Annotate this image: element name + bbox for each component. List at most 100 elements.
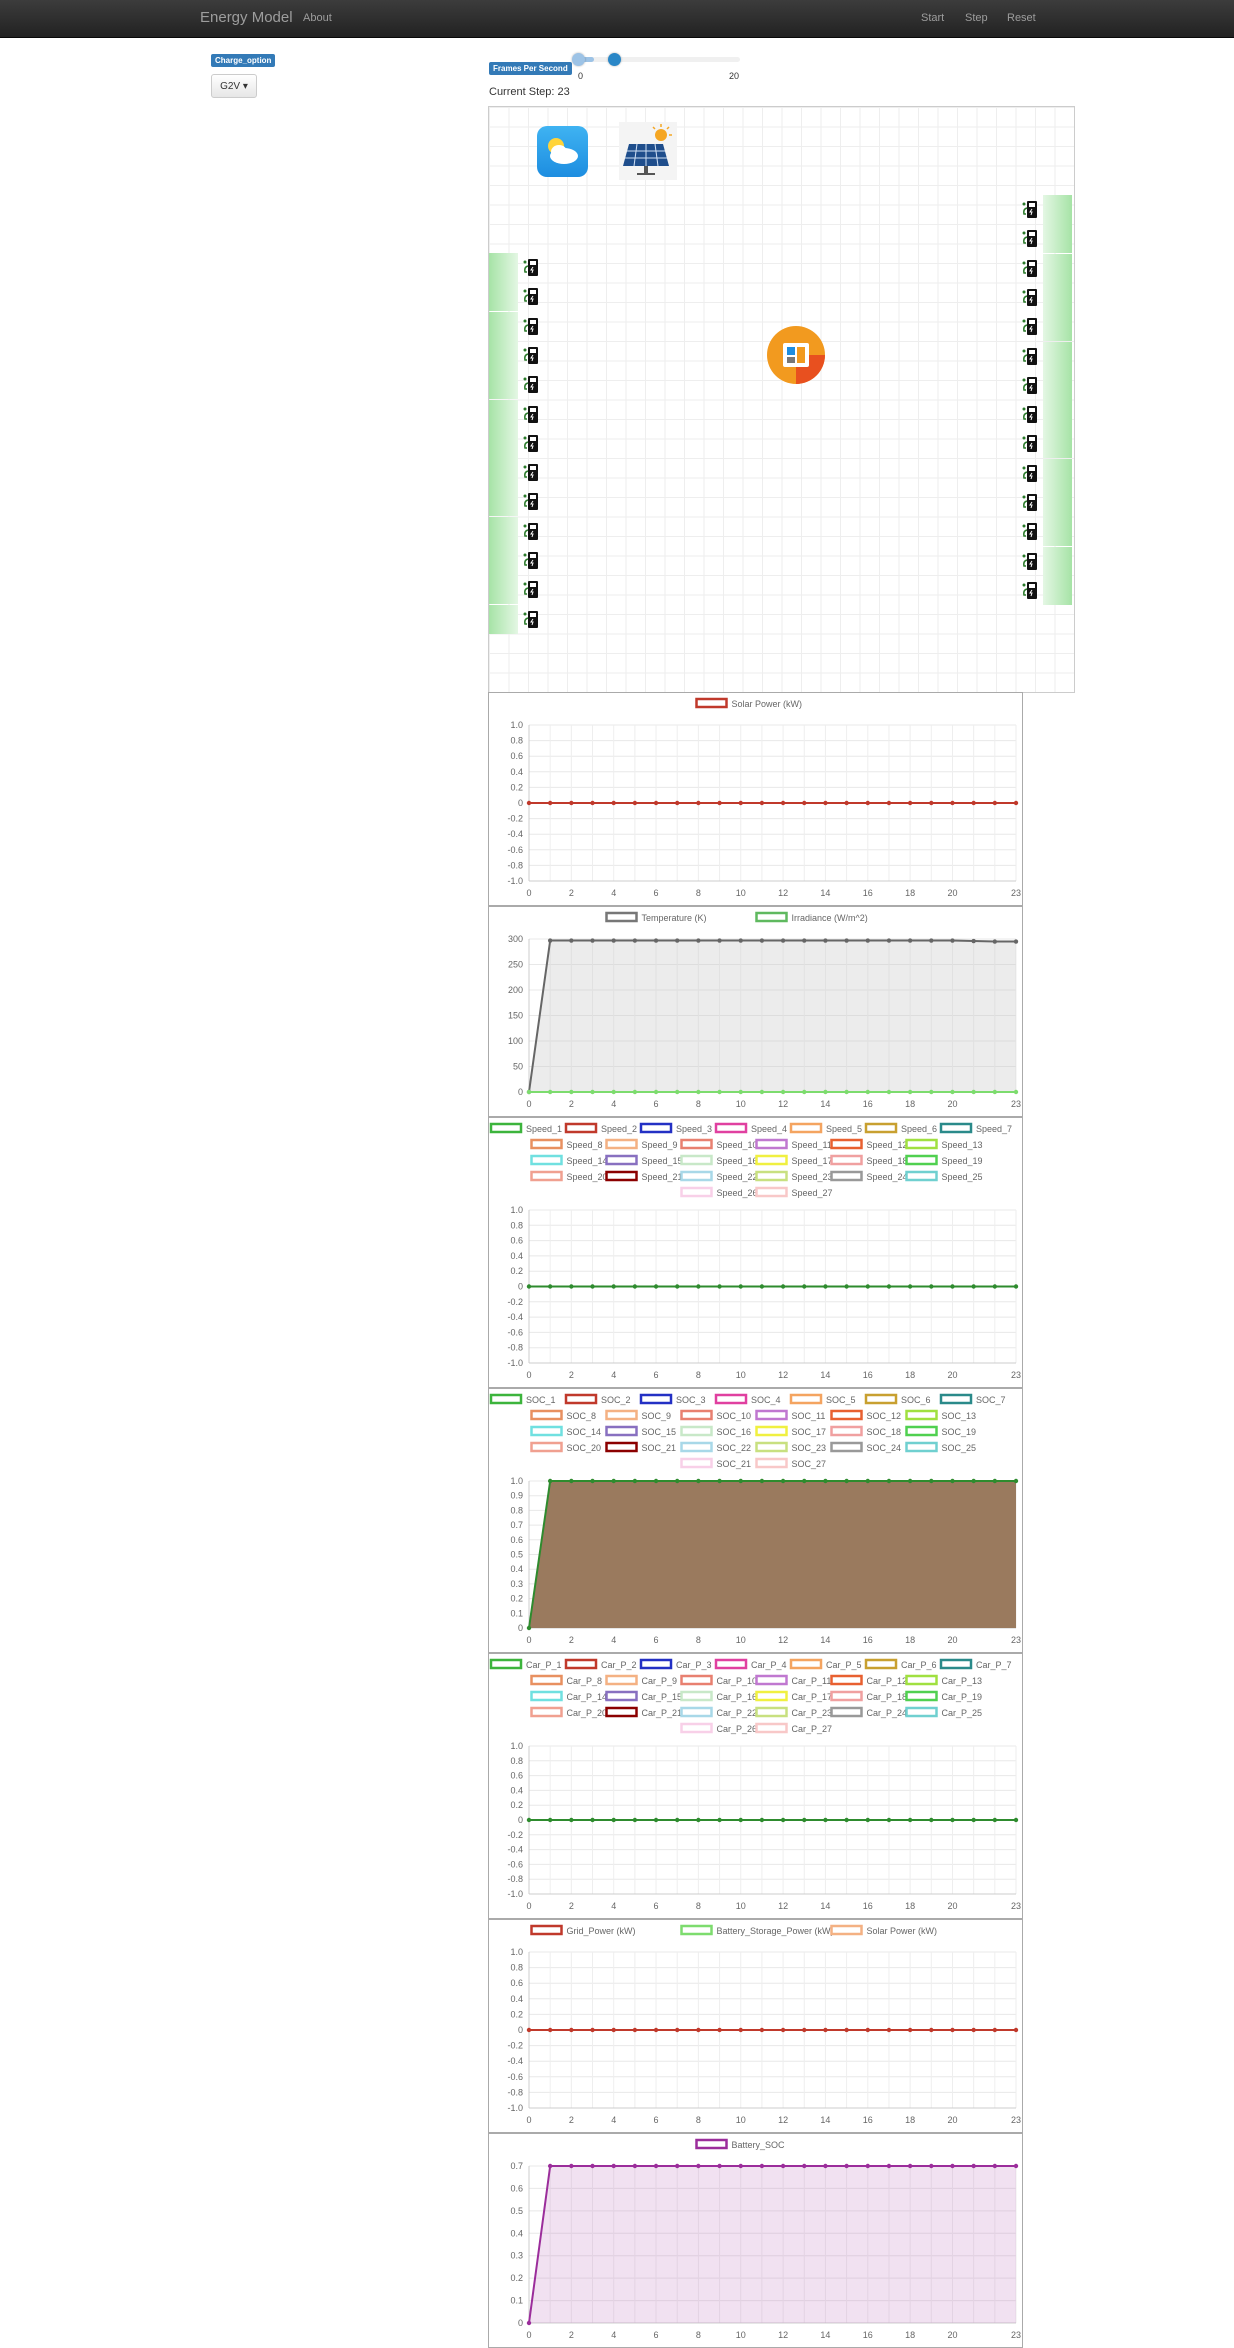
data-point[interactable] <box>823 1478 828 1484</box>
data-point[interactable] <box>590 2163 595 2169</box>
data-point[interactable] <box>738 800 743 806</box>
data-point[interactable] <box>823 2163 828 2169</box>
legend-swatch[interactable] <box>639 1658 673 1670</box>
data-point[interactable] <box>886 1478 892 1484</box>
data-point[interactable] <box>823 800 828 806</box>
legend-label[interactable]: Car_P_5 <box>826 1660 862 1670</box>
data-point[interactable] <box>802 2027 807 2033</box>
legend-label[interactable]: Speed_11 <box>792 1140 832 1150</box>
data-point[interactable] <box>907 800 913 806</box>
legend-swatch[interactable] <box>830 1706 863 1718</box>
legend-label[interactable]: Speed_9 <box>642 1140 678 1150</box>
data-point[interactable] <box>1013 939 1019 944</box>
legend-label[interactable]: SOC_7 <box>976 1395 1006 1405</box>
legend-swatch[interactable] <box>830 1138 863 1150</box>
legend-label[interactable]: Car_P_24 <box>867 1708 908 1718</box>
legend-label[interactable]: Car_P_20 <box>567 1708 608 1718</box>
data-point[interactable] <box>780 1284 786 1289</box>
legend-swatch[interactable] <box>789 1122 823 1134</box>
legend-label[interactable]: Speed_20 <box>567 1172 608 1182</box>
legend-label[interactable]: Irradiance (W/m^2) <box>792 913 868 923</box>
data-point[interactable] <box>802 1478 807 1484</box>
legend-swatch[interactable] <box>680 1186 713 1198</box>
data-point[interactable] <box>907 938 913 943</box>
legend-swatch[interactable] <box>680 1409 713 1421</box>
data-point[interactable] <box>802 800 807 806</box>
data-point[interactable] <box>717 2163 722 2169</box>
data-point[interactable] <box>950 938 955 943</box>
slider-min-handle[interactable] <box>572 53 585 66</box>
data-point[interactable] <box>696 2163 701 2169</box>
data-point[interactable] <box>802 938 807 943</box>
legend-swatch[interactable] <box>755 911 788 923</box>
reset-button[interactable]: Reset <box>1007 12 1036 24</box>
legend-label[interactable]: Car_P_22 <box>717 1708 758 1718</box>
data-point[interactable] <box>738 1478 743 1484</box>
legend-label[interactable]: Speed_6 <box>901 1124 937 1134</box>
legend-label[interactable]: Car_P_27 <box>792 1724 833 1734</box>
legend-label[interactable]: SOC_2 <box>601 1395 631 1405</box>
data-point[interactable] <box>886 2027 892 2033</box>
legend-label[interactable]: Speed_8 <box>567 1140 603 1150</box>
data-point[interactable] <box>886 1089 892 1095</box>
legend-swatch[interactable] <box>864 1122 898 1134</box>
data-point[interactable] <box>569 1817 574 1823</box>
legend-swatch[interactable] <box>905 1425 938 1437</box>
legend-label[interactable]: Grid_Power (kW) <box>567 1926 636 1936</box>
data-point[interactable] <box>611 2163 616 2169</box>
legend-swatch[interactable] <box>530 1441 563 1453</box>
legend-label[interactable]: Speed_16 <box>717 1156 758 1166</box>
data-point[interactable] <box>1013 1284 1019 1289</box>
data-point[interactable] <box>759 1817 765 1823</box>
data-point[interactable] <box>992 1284 998 1289</box>
legend-swatch[interactable] <box>755 1425 788 1437</box>
legend-label[interactable]: SOC_5 <box>826 1395 856 1405</box>
data-point[interactable] <box>929 800 934 806</box>
data-point[interactable] <box>547 1284 553 1289</box>
data-point[interactable] <box>696 2027 701 2033</box>
legend-label[interactable]: Speed_23 <box>792 1172 833 1182</box>
data-point[interactable] <box>611 1478 616 1484</box>
legend-label[interactable]: SOC_27 <box>792 1459 827 1469</box>
data-point[interactable] <box>611 1817 616 1823</box>
data-point[interactable] <box>907 1478 913 1484</box>
data-point[interactable] <box>865 2163 870 2169</box>
data-point[interactable] <box>675 938 680 943</box>
data-point[interactable] <box>971 938 976 944</box>
legend-label[interactable]: Car_P_19 <box>942 1692 983 1702</box>
data-point[interactable] <box>632 800 638 806</box>
legend-swatch[interactable] <box>939 1393 973 1405</box>
data-point[interactable] <box>780 1089 786 1095</box>
legend-label[interactable]: SOC_17 <box>792 1427 827 1437</box>
legend-label[interactable]: Solar Power (kW) <box>867 1926 938 1936</box>
legend-label[interactable]: Speed_10 <box>717 1140 758 1150</box>
data-point[interactable] <box>675 1478 680 1484</box>
legend-label[interactable]: SOC_8 <box>567 1411 597 1421</box>
legend-swatch[interactable] <box>830 1924 863 1936</box>
data-point[interactable] <box>865 1817 870 1823</box>
legend-swatch[interactable] <box>605 1170 638 1182</box>
data-point[interactable] <box>907 2163 913 2169</box>
data-point[interactable] <box>886 800 892 806</box>
legend-label[interactable]: Speed_27 <box>792 1188 833 1198</box>
step-button[interactable]: Step <box>965 12 988 24</box>
data-point[interactable] <box>992 2163 998 2169</box>
legend-swatch[interactable] <box>489 1393 523 1405</box>
legend-swatch[interactable] <box>755 1409 788 1421</box>
data-point[interactable] <box>823 938 828 943</box>
data-point[interactable] <box>590 938 595 943</box>
legend-swatch[interactable] <box>755 1722 788 1734</box>
legend-label[interactable]: Speed_3 <box>676 1124 712 1134</box>
legend-swatch[interactable] <box>639 1122 673 1134</box>
legend-label[interactable]: Car_P_9 <box>642 1676 678 1686</box>
data-point[interactable] <box>632 2163 638 2169</box>
data-point[interactable] <box>653 2027 659 2033</box>
data-point[interactable] <box>886 2163 892 2169</box>
legend-label[interactable]: Car_P_6 <box>901 1660 937 1670</box>
legend-label[interactable]: SOC_19 <box>942 1427 977 1437</box>
legend-swatch[interactable] <box>830 1441 863 1453</box>
data-point[interactable] <box>738 1817 743 1823</box>
data-point[interactable] <box>907 1284 913 1289</box>
legend-swatch[interactable] <box>680 1690 713 1702</box>
data-point[interactable] <box>1013 1478 1019 1484</box>
